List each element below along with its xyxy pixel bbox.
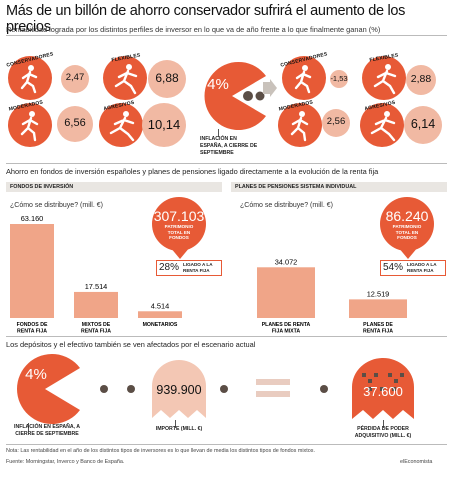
ghost-icon [352,358,414,419]
dot-icon [320,385,328,393]
pacman-icon [17,354,80,424]
funds-bar-2 [138,311,182,318]
pensions-category-label-1: PLANES DE RENTA FIJA [363,322,393,335]
value-bubble [330,70,348,88]
arrow-icon [263,79,277,97]
amount-caption: IMPORTE (MILL. €) [155,426,203,432]
divider [6,35,447,36]
total-circle [152,197,206,251]
runner-icon [8,103,52,147]
source: Fuente: Morningstar, Inverco y Banco de … [6,459,125,465]
inflation-value: 4% [25,366,47,383]
pointer-line [218,129,219,137]
callout-pointer [170,247,190,259]
subtitle: Rentabilidad lograda por los distintos p… [6,25,381,34]
profile-value: 2,88 [410,73,432,85]
note: Nota: Las rentabilidad en el año de los … [6,448,315,454]
amount-value: 939.900 [156,383,202,397]
total-caption: PATRIMONIO TOTAL EN FONDOS [164,224,194,240]
panel-tag-bar [6,182,222,192]
panel-tag: PLANES DE PENSIONES SISTEMA INDIVIDUAL [235,184,357,190]
dot-icon [220,385,228,393]
divider [6,444,447,445]
runner-icon [362,56,406,100]
value-bubble [148,60,186,98]
funds-bar-1 [74,291,118,318]
divider [6,336,447,337]
pct-box [156,260,222,276]
page-title: Más de un billón de ahorro conservador s… [6,3,406,35]
pct-box [380,260,446,276]
pointer-line [175,420,176,428]
panel-question: ¿Cómo se distribuye? (mill. €) [10,202,103,209]
divider [6,163,447,164]
equals-icon [256,379,290,385]
loss-caption: PÉRDIDA DE PODER ADQUISITIVO (MILL. €) [354,426,412,439]
pct-value: 54% [383,262,404,273]
runner-icon [282,56,326,100]
funds-value-label-2: 4.514 [151,301,170,310]
pensions-bar-1 [349,299,407,318]
profile-value: 10,14 [147,117,181,132]
pointer-line [28,423,29,431]
funds-category-label-0: FONDOS DE RENTA FIJA [17,322,48,335]
pensions-bar-0 [257,267,315,318]
pct-caption: LIGADO A LA RENTA FIJA [407,262,437,273]
dot-icon [100,385,108,393]
inflation-caption: INFLACIÓN EN ESPAÑA, A CIERRE DE SEPTIEM… [14,424,80,437]
brand-logo: elEconomista [400,459,433,465]
runner-icon [99,103,143,147]
pct-caption: LIGADO A LA RENTA FIJA [183,262,213,273]
total-value: 307.103 [153,208,205,224]
profile-value: 6,88 [155,71,179,85]
inflation-caption: INFLACIÓN EN ESPAÑA, A CIERRE DE SEPTIEM… [200,136,258,156]
pensions-value-label-1: 12.519 [367,289,390,298]
inflation-value: 4% [207,76,229,93]
section-title: Ahorro en fondos de inversión españoles … [6,167,379,176]
total-circle [380,197,434,251]
panel-tag: FONDOS DE INVERSIÓN [10,184,74,190]
total-value: 86.240 [385,208,429,224]
profile-value: 2,47 [65,72,85,83]
ghost-icon [152,360,206,418]
funds-category-label-2: MONETARIOS [143,322,178,328]
dot-icon [127,385,135,393]
panel-question: ¿Cómo se distribuye? (mill. €) [240,202,333,209]
value-bubble [61,65,89,93]
profile-value: -1,53 [330,74,348,83]
total-caption: PATRIMONIO TOTAL EN FONDOS [392,224,422,240]
loss-value: 37.600 [363,384,403,399]
runner-icon [8,56,52,100]
value-bubble [406,65,436,95]
pacman-icon [204,62,266,130]
funds-category-label-1: MIXTOS DE RENTA FIJA [81,322,111,335]
profile-value: 6,14 [410,117,436,131]
section-title: Los depósitos y el efectivo también se v… [6,340,256,349]
panel-tag-bar [231,182,447,192]
value-bubble [322,109,350,137]
pensions-value-label-0: 34.072 [275,257,298,266]
value-bubble [57,106,93,142]
funds-chart: 63.160 FONDOS DE RENTA FIJA 17.514 MIXTOS DE… [10,214,182,335]
funds-value-label-1: 17.514 [85,282,108,291]
pointer-line [383,420,384,428]
callout-pointer [398,247,418,259]
runner-icon [103,56,147,100]
runner-icon [278,103,322,147]
value-bubble [142,103,186,147]
pct-value: 28% [159,262,180,273]
profile-value: 6,56 [64,117,86,129]
pensions-chart: 34.072 PLANES DE RENTA FIJA MIXTA 12.519 PLA… [257,257,407,335]
funds-bar-0 [10,224,54,318]
runner-icon [360,103,404,147]
funds-value-label-0: 63.160 [21,214,44,223]
value-bubble [404,106,442,144]
pensions-category-label-0: PLANES DE RENTA FIJA MIXTA [262,322,311,335]
profile-value: 2,56 [326,116,346,127]
equals-icon [256,391,290,397]
